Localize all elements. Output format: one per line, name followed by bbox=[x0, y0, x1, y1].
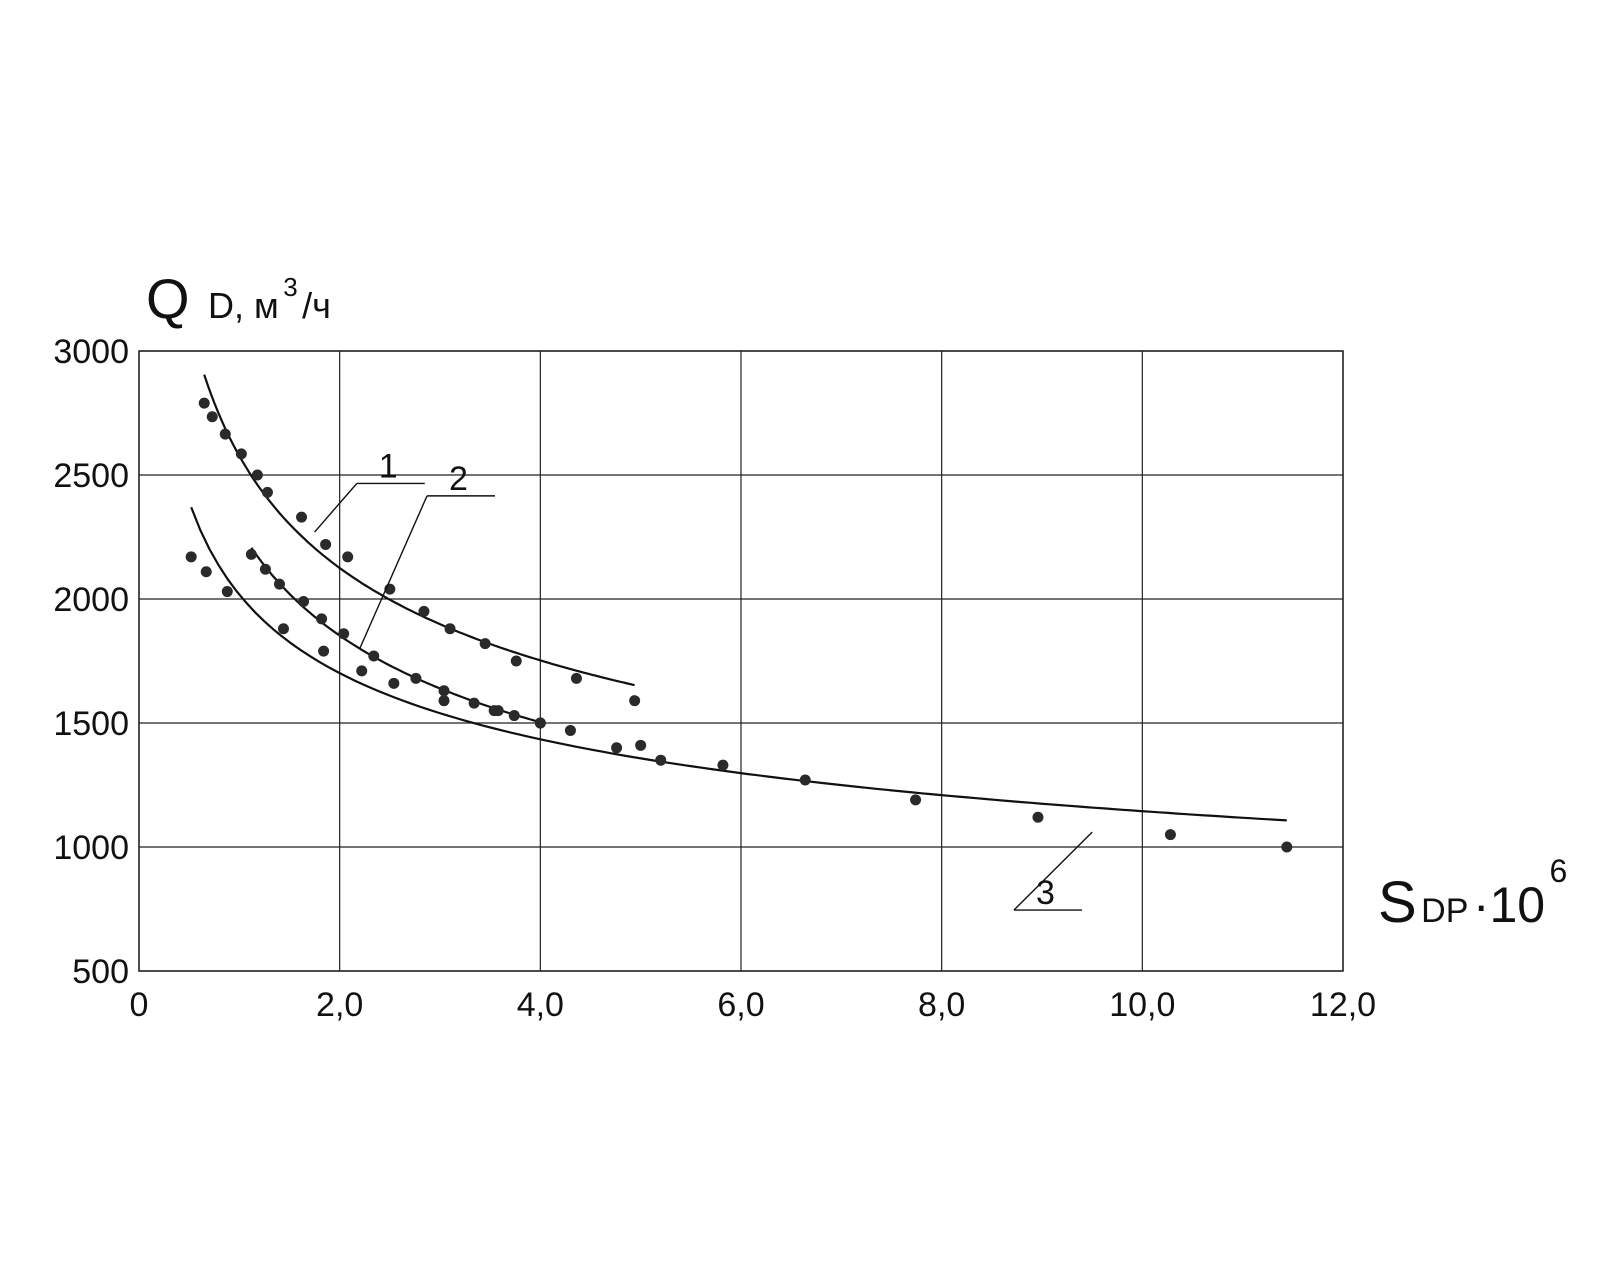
series-3-point bbox=[799, 774, 811, 786]
series-3-point bbox=[492, 705, 504, 717]
series-3-point bbox=[388, 677, 400, 689]
series-3-point bbox=[468, 697, 480, 709]
series-3-point bbox=[564, 724, 576, 736]
series-2-point bbox=[298, 595, 310, 607]
series-3-point bbox=[356, 665, 368, 677]
series-2-leader bbox=[359, 495, 428, 649]
series-3-point bbox=[1032, 811, 1044, 823]
series-3-point bbox=[277, 623, 289, 635]
series-3-point bbox=[635, 739, 647, 751]
series-2-label: 2 bbox=[449, 460, 468, 498]
x-tick-label: 0 bbox=[130, 986, 149, 1024]
series-3-point bbox=[1281, 841, 1293, 853]
series-3-point bbox=[910, 794, 922, 806]
x-tick-labels: 0 2,0 4,0 6,0 8,0 10,0 12,0 bbox=[130, 986, 1377, 1024]
series-1-curve bbox=[203, 374, 635, 687]
y-axis-label-main: Q bbox=[146, 267, 190, 330]
series-2-curve bbox=[250, 547, 541, 724]
series-2-point bbox=[438, 685, 450, 697]
x-axis-label-dot: ·10 bbox=[1473, 877, 1545, 933]
series-3-point bbox=[1164, 829, 1176, 841]
x-axis-label-sup: 6 bbox=[1550, 853, 1568, 889]
series-3-point bbox=[318, 645, 330, 657]
series-1-leader bbox=[314, 483, 358, 533]
y-tick-labels: 500 1000 1500 2000 2500 3000 bbox=[53, 333, 129, 991]
series-3-label: 3 bbox=[1036, 874, 1055, 912]
y-tick-label: 2000 bbox=[53, 581, 129, 619]
y-axis-label-tail: /ч bbox=[302, 285, 331, 326]
series-3-leader bbox=[1013, 831, 1093, 911]
series-3-point bbox=[438, 695, 450, 707]
x-axis-label: S DP ·10 6 bbox=[1378, 853, 1567, 935]
x-tick-label: 6,0 bbox=[717, 986, 764, 1024]
x-tick-label: 8,0 bbox=[918, 986, 965, 1024]
series-1-point bbox=[219, 428, 231, 440]
y-tick-label: 3000 bbox=[53, 333, 129, 371]
y-tick-label: 1500 bbox=[53, 705, 129, 743]
series-1-point bbox=[198, 397, 210, 409]
series-1-point bbox=[629, 695, 641, 707]
series-1-point bbox=[320, 538, 332, 550]
series-3-point bbox=[200, 566, 212, 578]
y-axis-label-sub: D, м bbox=[208, 285, 279, 326]
series-callouts: 1 2 3 bbox=[314, 447, 1093, 912]
series-2-point bbox=[338, 628, 350, 640]
series-1-point bbox=[479, 638, 491, 650]
series-1-point bbox=[296, 511, 308, 523]
y-tick-label: 1000 bbox=[53, 829, 129, 867]
series-3-point bbox=[221, 586, 233, 598]
series-3-point bbox=[185, 551, 197, 563]
series-1-point bbox=[206, 411, 218, 423]
series-1-point bbox=[418, 605, 430, 617]
series-1-point bbox=[342, 551, 354, 563]
series-2-point bbox=[273, 578, 285, 590]
series-2-point bbox=[259, 563, 271, 575]
series-2-point bbox=[245, 548, 257, 560]
series-1-point bbox=[444, 623, 456, 635]
series-2-point bbox=[316, 613, 328, 625]
series-3-point bbox=[611, 742, 623, 754]
series-curves bbox=[190, 374, 1287, 822]
series-3-point bbox=[717, 759, 729, 771]
series-1-point bbox=[510, 655, 522, 667]
y-axis-label: Q D, м 3 /ч bbox=[146, 267, 331, 330]
x-tick-label: 4,0 bbox=[517, 986, 564, 1024]
series-1-point bbox=[235, 448, 247, 460]
series-2-point bbox=[508, 710, 520, 722]
y-tick-label: 500 bbox=[72, 953, 129, 991]
series-1-point bbox=[570, 672, 582, 684]
plot-frame bbox=[138, 350, 1344, 972]
x-axis-label-main: S bbox=[1378, 870, 1417, 935]
series-1-point bbox=[261, 486, 273, 498]
y-axis-label-sup: 3 bbox=[283, 272, 297, 302]
x-tick-label: 10,0 bbox=[1109, 986, 1175, 1024]
series-3-point bbox=[534, 717, 546, 729]
series-2-point bbox=[368, 650, 380, 662]
series-1-point bbox=[251, 469, 263, 481]
x-tick-label: 2,0 bbox=[316, 986, 363, 1024]
y-tick-label: 2500 bbox=[53, 457, 129, 495]
series-3-point bbox=[655, 754, 667, 766]
series-2-point bbox=[410, 672, 422, 684]
x-axis-label-sub: DP bbox=[1421, 892, 1468, 930]
data-points bbox=[185, 397, 1293, 853]
series-3-curve bbox=[190, 506, 1287, 822]
series-1-label: 1 bbox=[379, 447, 398, 485]
x-tick-label: 12,0 bbox=[1310, 986, 1376, 1024]
